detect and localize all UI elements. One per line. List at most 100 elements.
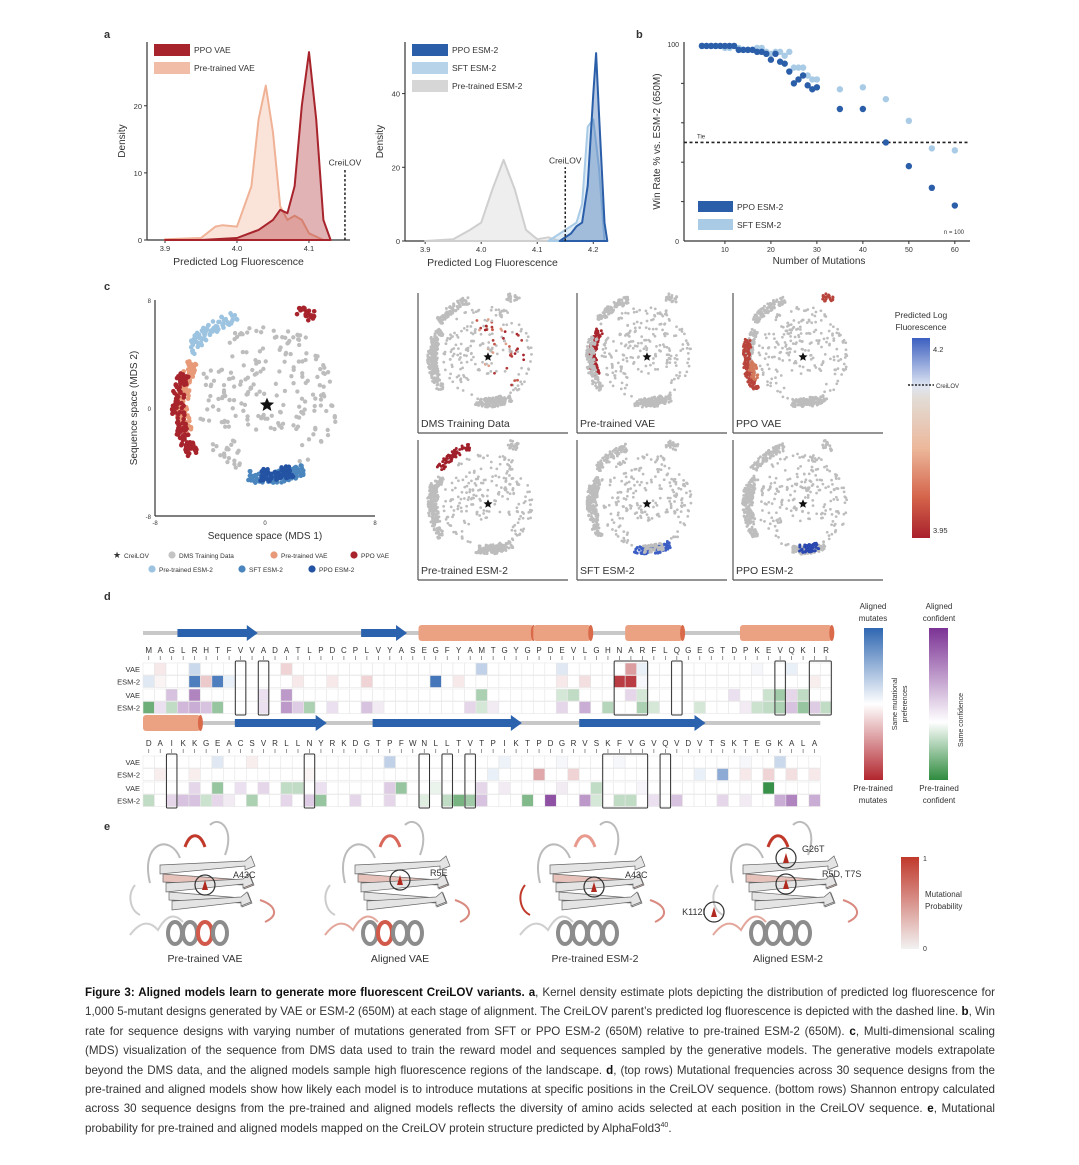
generated-point <box>429 356 433 360</box>
dms-point <box>786 542 790 546</box>
generated-point <box>197 335 203 341</box>
dms-point <box>651 317 655 321</box>
generated-point <box>825 440 829 444</box>
generated-point <box>180 372 186 377</box>
dms-point <box>645 513 649 516</box>
generated-point <box>591 382 595 386</box>
dms-point <box>834 515 838 518</box>
generated-point <box>592 351 596 355</box>
generated-point <box>477 403 481 407</box>
generated-point <box>751 534 755 538</box>
dms-point <box>250 367 255 373</box>
generated-point <box>791 397 795 401</box>
dms-point <box>668 499 672 503</box>
generated-point <box>653 395 657 399</box>
dms-point <box>460 490 464 494</box>
dms-point <box>459 497 463 501</box>
generated-point <box>485 545 489 549</box>
dms-point <box>327 379 333 384</box>
generated-point <box>652 400 656 404</box>
dms-point <box>312 403 317 409</box>
dms-point <box>624 471 628 475</box>
dms-point <box>775 370 779 373</box>
dms-point <box>680 330 684 333</box>
dms-point <box>607 503 611 507</box>
dms-point <box>688 489 692 493</box>
dms-point <box>681 347 685 351</box>
generated-point <box>592 479 596 483</box>
dms-point <box>675 493 679 497</box>
generated-point <box>184 447 189 452</box>
dms-point <box>451 488 454 492</box>
dms-point <box>489 460 493 464</box>
dms-point <box>210 442 216 447</box>
legend-label: Pre-trained ESM-2 <box>452 81 523 91</box>
dms-point <box>625 541 629 544</box>
generated-point <box>643 403 646 407</box>
generated-point <box>621 304 625 308</box>
dms-point <box>630 475 633 479</box>
generated-point <box>596 377 600 381</box>
legend-label: PPO VAE <box>194 45 231 55</box>
dms-point <box>811 306 815 310</box>
dms-point <box>203 382 209 388</box>
dms-point <box>818 368 822 371</box>
dms-point <box>449 372 452 376</box>
generated-point <box>181 395 187 400</box>
panel-label-b: b <box>636 29 643 41</box>
dms-point <box>773 481 777 485</box>
generated-point <box>293 465 298 470</box>
dms-point <box>503 330 507 334</box>
generated-point <box>513 295 517 299</box>
dms-point <box>811 456 814 459</box>
dms-point <box>798 456 802 459</box>
dms-point <box>800 455 804 459</box>
dms-point <box>611 496 614 500</box>
dms-point <box>649 306 653 310</box>
dms-point <box>260 346 266 351</box>
generated-point <box>809 403 813 407</box>
generated-point <box>745 524 749 528</box>
generated-point <box>758 317 762 321</box>
dms-point <box>803 496 807 499</box>
dms-point <box>449 350 453 354</box>
dms-point <box>636 457 640 460</box>
dms-point <box>801 340 804 343</box>
generated-point <box>286 474 292 480</box>
dms-point <box>608 483 612 487</box>
dms-point <box>498 462 502 466</box>
dms-point <box>208 368 213 373</box>
dms-point <box>772 332 776 336</box>
dms-point <box>674 364 678 368</box>
generated-point <box>591 342 595 346</box>
dms-point <box>839 333 842 337</box>
dms-point <box>206 398 211 403</box>
dms-point <box>658 484 662 487</box>
generated-point <box>594 381 598 385</box>
dms-point <box>639 321 643 325</box>
generated-point <box>193 332 199 338</box>
generated-point <box>671 447 675 451</box>
generated-point <box>596 317 600 321</box>
generated-point <box>450 450 454 454</box>
generated-point <box>311 308 317 314</box>
dms-point <box>653 368 657 371</box>
generated-point <box>426 355 430 359</box>
dms-point <box>684 339 688 342</box>
creilov-star-icon <box>483 499 493 508</box>
dms-point <box>474 494 478 498</box>
generated-point <box>515 297 519 301</box>
dms-point <box>226 456 232 461</box>
generated-point <box>289 474 295 480</box>
dms-point <box>609 512 613 516</box>
dms-point <box>644 309 648 313</box>
dms-point <box>780 498 784 502</box>
dms-point <box>834 477 838 480</box>
dms-point <box>318 438 324 444</box>
dms-point <box>609 354 613 358</box>
generated-point <box>588 363 592 367</box>
dms-point <box>257 389 262 394</box>
dms-point <box>683 374 687 378</box>
dms-point <box>296 359 302 364</box>
generated-point <box>221 325 226 330</box>
